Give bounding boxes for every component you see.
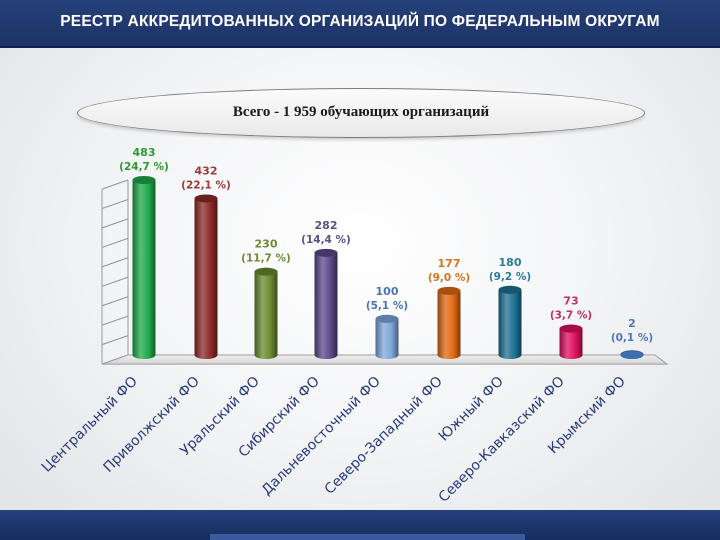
- total-summary-text: Всего - 1 959 обучающих организаций: [232, 104, 490, 120]
- x-tick-label: Дальневосточный ФО: [259, 374, 384, 499]
- bar: [498, 289, 522, 359]
- grid-line: [101, 276, 129, 287]
- bar: [194, 198, 218, 359]
- x-tick-label: Северо-Западный ФО: [322, 374, 446, 498]
- data-label-percent: (24,7 %): [119, 161, 169, 173]
- bar-top: [314, 248, 338, 257]
- grid-line: [101, 179, 129, 190]
- data-label-percent: (3,7 %): [550, 310, 592, 322]
- title-bar: [0, 0, 720, 48]
- data-label-value: 100: [376, 285, 399, 298]
- grid-line: [101, 218, 129, 229]
- bar-top: [132, 176, 156, 184]
- data-label-value: 180: [499, 256, 522, 269]
- chart-floor: [101, 354, 669, 365]
- bar: [314, 252, 338, 359]
- data-label-percent: (9,0 %): [428, 272, 470, 284]
- bar-top: [375, 314, 399, 323]
- data-label-value: 282: [315, 219, 338, 232]
- data-label-value: 432: [195, 164, 218, 177]
- total-summary-oval: Всего - 1 959 обучающих организаций: [77, 88, 645, 138]
- grid-line: [101, 237, 129, 248]
- grid-line: [101, 198, 129, 210]
- x-tick-label: Северо-Кавказский ФО: [436, 374, 568, 506]
- bar-top: [437, 286, 461, 295]
- data-label-percent: (14,4 %): [301, 234, 351, 246]
- bar-top: [498, 285, 522, 294]
- data-label-percent: (5,1 %): [366, 300, 408, 312]
- grid-line: [101, 335, 129, 346]
- data-label-percent: (22,1 %): [181, 179, 231, 191]
- data-label-value: 73: [563, 295, 578, 308]
- bar: [375, 318, 399, 359]
- bar-chart: 483 (24,7 %) 432 (22,1 %) 230 (11,7 %) 282 (14,…: [39, 146, 669, 506]
- bar-disc: [620, 351, 644, 359]
- data-label-percent: (9,2 %): [489, 271, 531, 283]
- data-label-percent: (11,7 %): [241, 253, 291, 265]
- data-label-value: 177: [438, 257, 461, 270]
- bar: [132, 180, 156, 359]
- page-title: РЕЕСТР АККРЕДИТОВАННЫХ ОРГАНИЗАЦИЙ ПО ФЕ…: [60, 13, 660, 30]
- data-label-percent: (0,1 %): [611, 332, 653, 344]
- grid-line: [101, 296, 129, 307]
- bar-top: [194, 194, 218, 203]
- grid-line: [101, 257, 129, 268]
- data-label-value: 2: [628, 317, 636, 330]
- data-label-value: 483: [133, 146, 156, 159]
- grid-line: [101, 315, 129, 326]
- bottom-accent-line: [210, 534, 525, 540]
- bar-top: [559, 324, 583, 333]
- bar: [559, 328, 583, 359]
- bar: [437, 290, 461, 359]
- bar: [254, 271, 278, 359]
- bar-top: [254, 267, 278, 276]
- data-label-value: 230: [255, 238, 278, 251]
